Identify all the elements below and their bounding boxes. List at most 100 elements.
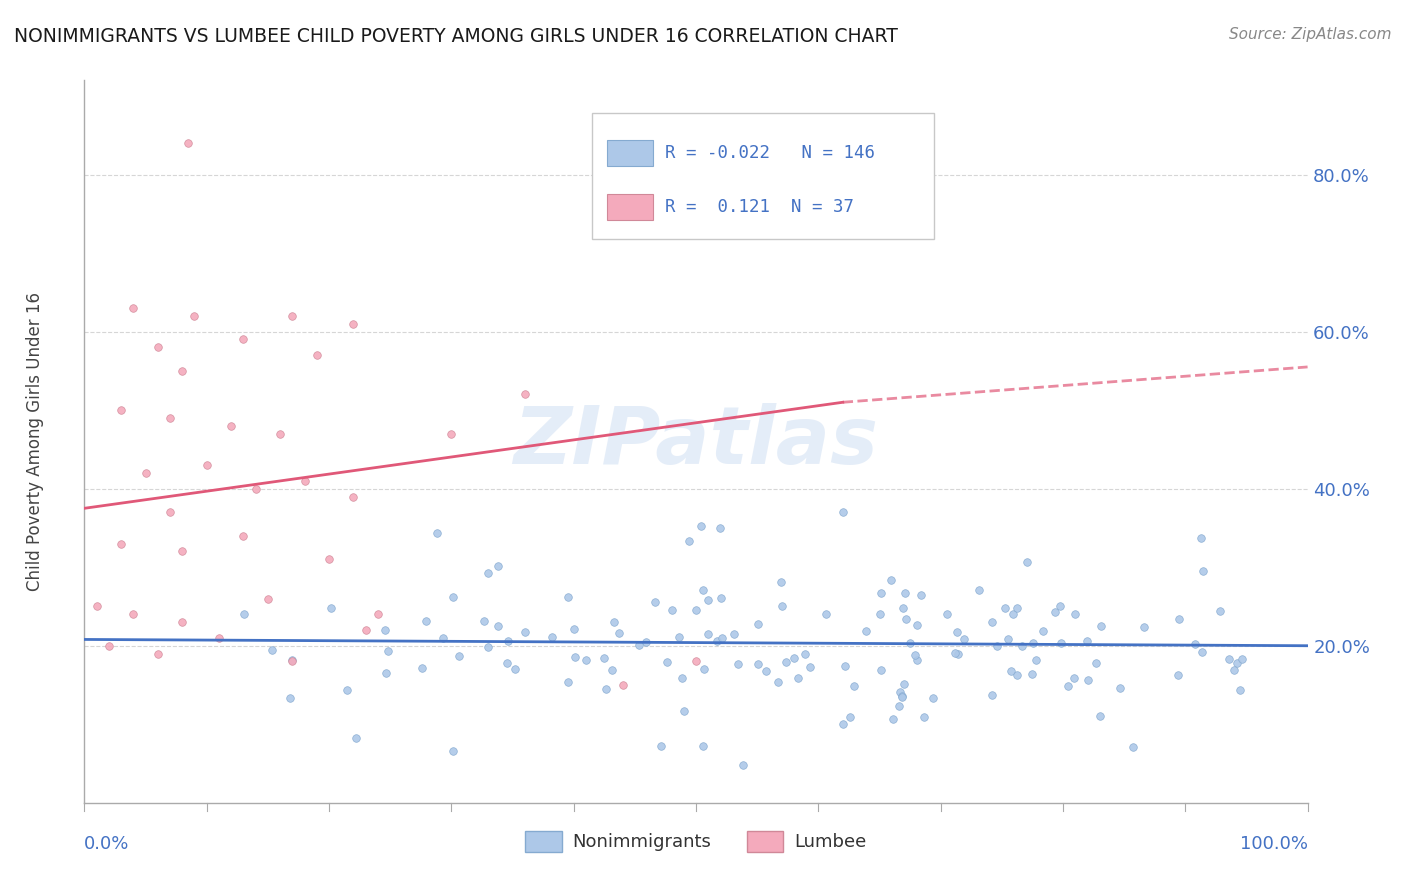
Point — [426, 525, 449, 540]
Point — [208, 631, 231, 645]
Point — [595, 682, 617, 697]
Point — [477, 640, 499, 654]
Point — [710, 591, 733, 606]
FancyBboxPatch shape — [606, 194, 654, 219]
Point — [375, 665, 398, 680]
Point — [912, 710, 935, 724]
Point — [557, 591, 579, 605]
Point — [1057, 679, 1080, 693]
Point — [650, 739, 672, 753]
Point — [690, 518, 713, 533]
Point — [232, 529, 254, 543]
Point — [731, 757, 754, 772]
Point — [891, 690, 914, 704]
Point — [159, 411, 181, 425]
Point — [889, 684, 911, 698]
Point — [110, 403, 132, 417]
Point — [1218, 652, 1240, 666]
Point — [952, 632, 974, 646]
Point — [97, 639, 120, 653]
Point — [513, 387, 536, 401]
Point — [1226, 656, 1249, 670]
Text: R = -0.022   N = 146: R = -0.022 N = 146 — [665, 144, 876, 161]
Point — [1045, 605, 1067, 619]
Point — [1002, 607, 1025, 621]
Point — [172, 544, 194, 558]
Point — [1084, 656, 1107, 670]
Point — [842, 679, 865, 693]
Point — [1077, 673, 1099, 687]
Point — [1017, 555, 1039, 569]
Point — [723, 627, 745, 641]
Point — [766, 675, 789, 690]
Point — [342, 490, 364, 504]
Point — [799, 660, 821, 674]
Point — [336, 683, 359, 698]
Point — [1232, 651, 1254, 665]
Point — [562, 622, 585, 636]
Point — [477, 566, 499, 580]
Point — [1229, 683, 1251, 698]
Point — [219, 418, 242, 433]
Point — [644, 594, 666, 608]
Point — [986, 639, 1008, 653]
Point — [232, 333, 254, 347]
Point — [172, 615, 194, 630]
Point — [905, 618, 928, 632]
Point — [269, 426, 291, 441]
Point — [541, 630, 564, 644]
FancyBboxPatch shape — [592, 112, 935, 239]
Point — [257, 591, 280, 606]
Point — [600, 663, 623, 677]
Point — [1191, 644, 1213, 658]
Point — [486, 559, 509, 574]
Point — [319, 601, 342, 615]
Point — [1021, 667, 1043, 681]
Point — [305, 348, 328, 362]
Point — [668, 630, 690, 644]
Point — [592, 651, 614, 665]
Point — [891, 689, 914, 703]
Point — [86, 599, 108, 614]
Point — [503, 662, 526, 676]
Point — [1191, 564, 1213, 578]
Point — [1090, 618, 1112, 632]
Point — [411, 661, 433, 675]
Text: Child Poverty Among Girls Under 16: Child Poverty Among Girls Under 16 — [27, 292, 45, 591]
Point — [603, 615, 626, 629]
Point — [997, 632, 1019, 646]
Point — [815, 607, 838, 621]
Point — [172, 364, 194, 378]
Point — [727, 657, 749, 671]
Point — [486, 619, 509, 633]
Point — [232, 607, 254, 622]
Point — [831, 505, 853, 519]
Point — [692, 739, 714, 754]
Point — [692, 582, 714, 597]
Point — [367, 607, 389, 622]
Point — [195, 458, 218, 472]
Legend: Nonimmigrants, Lumbee: Nonimmigrants, Lumbee — [519, 823, 873, 859]
Point — [882, 712, 904, 726]
Point — [887, 699, 910, 714]
Point — [903, 648, 925, 663]
Point — [831, 717, 853, 731]
Point — [135, 466, 157, 480]
Point — [855, 624, 877, 638]
Point — [793, 647, 815, 661]
Point — [1209, 604, 1232, 618]
Point — [900, 636, 922, 650]
Point — [1005, 600, 1028, 615]
Point — [894, 612, 917, 626]
Point — [1050, 636, 1073, 650]
Point — [655, 655, 678, 669]
Point — [260, 643, 283, 657]
Point — [159, 505, 181, 519]
Point — [893, 677, 915, 691]
Point — [634, 634, 657, 648]
Point — [1184, 637, 1206, 651]
Point — [612, 678, 634, 692]
Point — [673, 705, 696, 719]
Point — [1005, 668, 1028, 682]
Point — [432, 631, 454, 645]
